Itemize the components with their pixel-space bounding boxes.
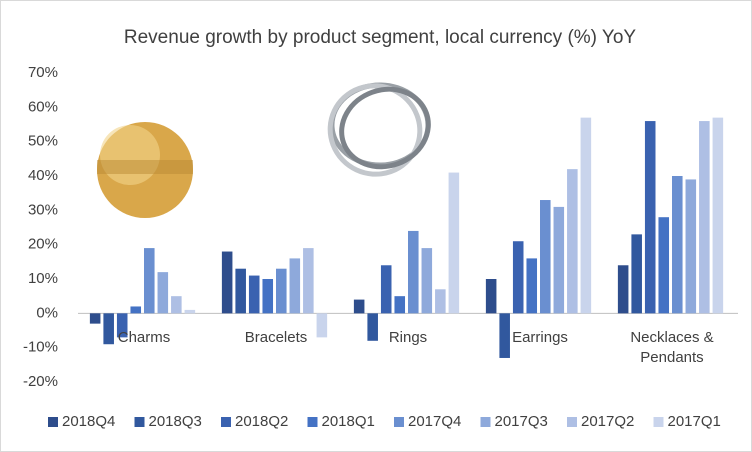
legend-label: 2017Q2 bbox=[581, 413, 634, 430]
bar bbox=[699, 121, 710, 314]
legend-label: 2018Q3 bbox=[149, 413, 202, 430]
bar bbox=[567, 169, 578, 314]
legend-label: 2018Q1 bbox=[322, 413, 375, 430]
bar bbox=[367, 313, 378, 341]
bar bbox=[617, 265, 629, 314]
bar bbox=[221, 251, 233, 314]
bar bbox=[353, 299, 365, 314]
y-tick-label: -20% bbox=[23, 373, 58, 390]
bar bbox=[448, 172, 460, 314]
x-tick-label: Earrings bbox=[512, 329, 568, 346]
legend-swatch bbox=[567, 417, 577, 427]
y-tick-label: 70% bbox=[28, 64, 58, 81]
bar bbox=[276, 268, 287, 314]
bar bbox=[512, 241, 524, 314]
bar bbox=[421, 248, 433, 314]
chart-title: Revenue growth by product segment, local… bbox=[124, 27, 637, 48]
bar bbox=[408, 230, 419, 314]
bar bbox=[435, 289, 446, 314]
bar bbox=[289, 258, 301, 314]
bar bbox=[171, 296, 182, 314]
bar bbox=[380, 265, 392, 314]
y-tick-label: 10% bbox=[28, 270, 58, 287]
x-tick-label: Charms bbox=[117, 329, 171, 346]
y-tick-label: 30% bbox=[28, 201, 58, 218]
bar bbox=[631, 234, 642, 314]
ring-image bbox=[327, 82, 431, 177]
legend-label: 2018Q2 bbox=[235, 413, 288, 430]
legend-label: 2017Q1 bbox=[668, 413, 721, 430]
ring bbox=[339, 86, 431, 170]
bar bbox=[658, 217, 670, 314]
bar bbox=[485, 279, 497, 314]
bar bbox=[672, 176, 683, 314]
y-tick-label: -10% bbox=[23, 339, 58, 356]
bar bbox=[103, 313, 114, 345]
bar bbox=[712, 117, 724, 314]
y-tick-label: 20% bbox=[28, 236, 58, 253]
bar bbox=[89, 313, 101, 324]
y-tick-label: 50% bbox=[28, 133, 58, 150]
charm-band bbox=[97, 160, 193, 174]
bar bbox=[130, 306, 142, 314]
legend-label: 2018Q4 bbox=[62, 413, 115, 430]
bar bbox=[316, 313, 328, 338]
y-tick-label: 40% bbox=[28, 167, 58, 184]
legend-swatch bbox=[307, 417, 318, 427]
bar bbox=[644, 121, 656, 314]
legend-swatch bbox=[48, 417, 58, 427]
bar bbox=[580, 117, 592, 314]
charm-image bbox=[97, 122, 193, 218]
bar bbox=[303, 248, 314, 314]
x-tick-label: Bracelets bbox=[244, 329, 308, 346]
bar bbox=[540, 200, 551, 314]
y-tick-label: 60% bbox=[28, 98, 58, 115]
bar bbox=[116, 313, 128, 338]
legend-swatch bbox=[653, 417, 664, 427]
bar bbox=[235, 268, 246, 314]
charm-shine bbox=[100, 125, 160, 185]
y-tick-label: 0% bbox=[36, 304, 58, 321]
legend-swatch bbox=[134, 417, 145, 427]
bar bbox=[248, 275, 260, 314]
x-tick-label: Necklaces & Pendants bbox=[630, 329, 714, 366]
bar bbox=[144, 248, 155, 314]
bar bbox=[184, 309, 196, 314]
legend-label: 2017Q4 bbox=[408, 413, 461, 430]
bar bbox=[526, 258, 538, 314]
legend-swatch bbox=[221, 417, 231, 427]
legend-swatch bbox=[394, 417, 404, 427]
bar bbox=[157, 272, 169, 314]
bar bbox=[685, 179, 697, 314]
legend-swatch bbox=[480, 417, 491, 427]
bar bbox=[553, 206, 565, 314]
legend-label: 2017Q3 bbox=[495, 413, 548, 430]
x-tick-label: Rings bbox=[388, 329, 428, 346]
bar bbox=[262, 279, 274, 314]
bar bbox=[394, 296, 406, 314]
bar bbox=[499, 313, 510, 358]
